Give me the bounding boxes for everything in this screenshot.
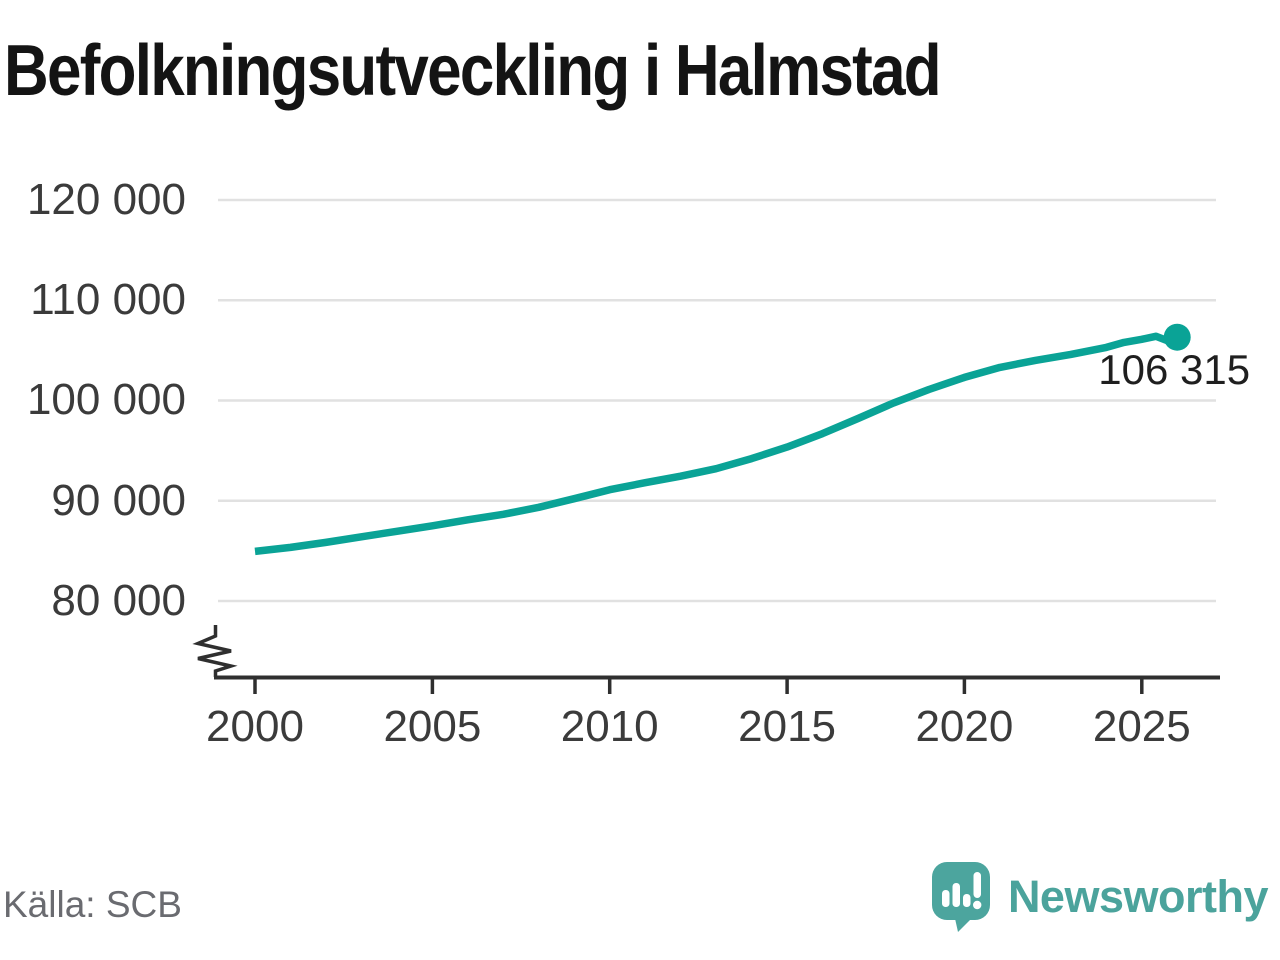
source-attribution: Källa: SCB <box>3 884 182 925</box>
axis-break-icon <box>192 625 238 677</box>
x-tick-label: 2020 <box>915 702 1013 751</box>
y-tick-label: 120 000 <box>27 175 186 224</box>
x-tick-label: 2025 <box>1093 702 1191 751</box>
y-tick-label: 80 000 <box>51 576 186 625</box>
newsworthy-logo-icon <box>931 862 990 932</box>
x-axis-labels: 2000 2005 2010 2015 2020 2025 <box>206 702 1191 751</box>
y-tick-label: 90 000 <box>51 476 186 525</box>
latest-value-label: 106 315 <box>1098 346 1250 393</box>
y-tick-label: 110 000 <box>30 275 186 324</box>
x-tick-label: 2005 <box>383 702 481 751</box>
x-tick-label: 2010 <box>561 702 659 751</box>
y-tick-label: 100 000 <box>27 375 186 424</box>
gridlines <box>218 198 1216 603</box>
population-series-line <box>254 332 1179 556</box>
x-axis-ticks <box>253 679 1144 694</box>
x-tick-label: 2015 <box>738 702 836 751</box>
newsworthy-wordmark: Newsworthy <box>1007 871 1269 922</box>
latest-data-point-marker <box>1163 323 1191 351</box>
chart-title: Befolkningsutveckling i Halmstad <box>4 31 942 111</box>
newsworthy-branding: Newsworthy <box>930 860 1269 934</box>
x-tick-label: 2000 <box>206 702 304 751</box>
x-axis: 2000 2005 2010 2015 2020 2025 <box>192 625 1220 751</box>
y-axis-labels: 120 000 110 000 100 000 90 000 80 000 <box>27 175 186 625</box>
